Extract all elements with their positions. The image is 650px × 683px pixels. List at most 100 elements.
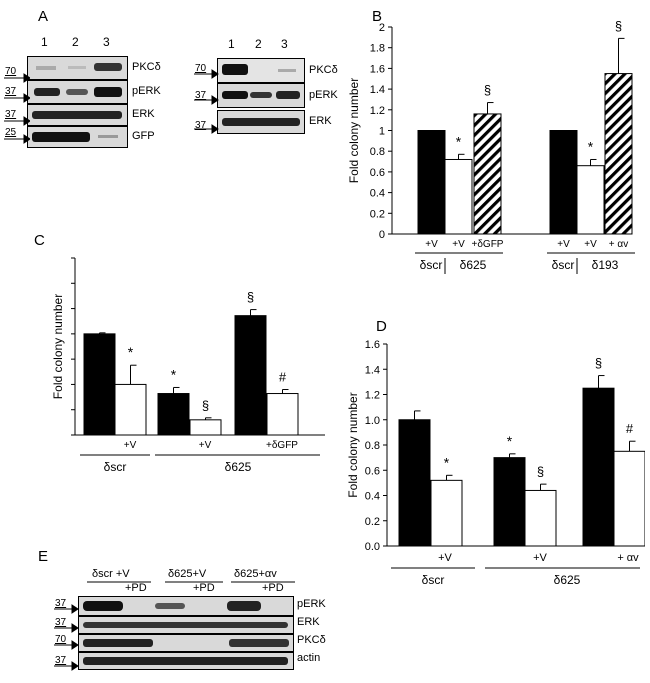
chart-b: 0 0.2 0.4 0.6 0.8 1 1.2 1.4 1.6 1.8 2 Fold colony n… <box>347 18 635 274</box>
significance-mark-1: * <box>444 454 450 470</box>
lane-1: 1 <box>41 35 48 49</box>
blot-strip-erk <box>27 104 128 126</box>
y-tick-label: 1.6 <box>365 339 380 351</box>
group-header-1: δscr +V <box>92 568 130 580</box>
y-tick-label: 1.0 <box>365 415 380 427</box>
marker-70: 70 <box>55 634 67 645</box>
marker-37: 37 <box>195 120 207 131</box>
significance-mark-2: * <box>507 433 513 449</box>
row-label-perk: pERK <box>132 85 161 97</box>
condition-label: +V <box>584 239 597 250</box>
panel-c-label: C <box>34 232 45 249</box>
bar-5 <box>266 393 299 436</box>
y-tick-label: 0.6 <box>370 167 385 179</box>
significance-mark-3: § <box>537 464 544 479</box>
row-label-actin: actin <box>297 652 321 664</box>
lane-1: 1 <box>228 37 235 51</box>
condition-label: +δGFP <box>266 440 298 451</box>
marker-37: 37 <box>5 86 17 97</box>
significance-mark-2: § <box>484 83 491 98</box>
marker-25: 25 <box>5 127 17 138</box>
bar-2 <box>157 393 190 436</box>
blot-strip-pkcd <box>27 56 128 80</box>
group-header-3: δ625+αv <box>234 568 277 580</box>
panel-e-label: E <box>38 548 49 565</box>
marker-37: 37 <box>55 655 67 666</box>
row-label-pkcd: PKCδ <box>132 61 161 73</box>
panel-a-label: A <box>38 8 49 25</box>
panel-d-label: D <box>376 318 387 335</box>
y-tick-label: 0.6 <box>365 465 380 477</box>
lane-2: 2 <box>255 37 262 51</box>
bar-1 <box>114 383 147 436</box>
bar-5 <box>613 450 645 547</box>
group-label: δ193 <box>592 258 619 272</box>
blot-strip-erk <box>78 616 294 634</box>
condition-label: +δGFP <box>472 239 504 250</box>
row-label-pkcd: PKCδ <box>297 634 326 646</box>
blot-strip-pkcd <box>217 58 305 83</box>
bar-4 <box>576 165 605 235</box>
y-tick-label: 0.4 <box>365 491 380 503</box>
blot-strip-perk <box>27 80 128 104</box>
significance-mark-1: * <box>128 344 134 360</box>
group-label: δscr <box>422 573 445 587</box>
condition-label: + αv <box>609 239 628 250</box>
bar-5 <box>604 73 633 235</box>
bar-0 <box>83 333 116 436</box>
condition-label: + αv <box>617 552 639 564</box>
row-label-perk: pERK <box>297 598 326 610</box>
y-axis-label: Fold colony number <box>347 78 361 183</box>
row-label-perk: pERK <box>309 89 338 101</box>
panel-b-label: B <box>372 8 383 25</box>
blot-strip-perk <box>78 596 294 616</box>
condition-label: +V <box>533 552 547 564</box>
y-tick-label: 1.2 <box>370 105 385 117</box>
y-tick-label: 0.0 <box>365 541 380 553</box>
lane-2: 2 <box>72 35 79 49</box>
row-label-pkcd: PKCδ <box>309 64 338 76</box>
marker-70: 70 <box>195 63 207 74</box>
significance-mark-3: § <box>202 398 209 413</box>
bar-0 <box>398 419 431 547</box>
group-label: δscr <box>552 258 575 272</box>
marker-37: 37 <box>195 90 207 101</box>
y-tick-label: 1.4 <box>365 364 380 376</box>
y-tick-label: 1.4 <box>370 84 385 96</box>
pd-label-2: +PD <box>193 582 215 594</box>
marker-70: 70 <box>5 66 17 77</box>
y-tick-label: 1 <box>379 126 385 138</box>
marker-37: 37 <box>55 598 67 609</box>
bar-1 <box>430 479 463 547</box>
marker-37: 37 <box>5 109 17 120</box>
y-tick-label: 0.8 <box>370 146 385 158</box>
row-label-erk: ERK <box>309 115 332 127</box>
blot-strip-actin <box>78 652 294 670</box>
y-tick-label: 0.8 <box>365 440 380 452</box>
y-tick-label: 0.4 <box>370 188 385 200</box>
marker-arrows <box>54 604 79 671</box>
bar-3 <box>189 419 222 436</box>
significance-mark-5: § <box>615 18 622 33</box>
significance-mark-4: * <box>588 138 594 154</box>
significance-mark-2: * <box>171 366 177 382</box>
row-label-erk: ERK <box>132 108 155 120</box>
bar-0 <box>417 130 446 235</box>
bar-2 <box>473 113 502 235</box>
y-tick-label: 0 <box>379 229 385 241</box>
row-label-gfp: GFP <box>132 130 155 142</box>
marker-37: 37 <box>55 617 67 628</box>
marker-arrows <box>194 69 219 134</box>
blot-strip-gfp <box>27 126 128 148</box>
chart-d: 0.0 0.2 0.4 0.6 0.8 1.0 1.2 1.4 1.6 Fold colony n… <box>346 339 645 587</box>
row-label-erk: ERK <box>297 616 320 628</box>
y-tick-label: 1.8 <box>370 43 385 55</box>
marker-arrows <box>4 73 30 144</box>
condition-label: +V <box>199 440 212 451</box>
y-tick-label: 0.2 <box>365 516 380 528</box>
condition-label: +V <box>452 239 465 250</box>
condition-label: +V <box>425 239 438 250</box>
bar-3 <box>549 130 578 235</box>
pd-label-3: +PD <box>262 582 284 594</box>
lane-3: 3 <box>281 37 288 51</box>
